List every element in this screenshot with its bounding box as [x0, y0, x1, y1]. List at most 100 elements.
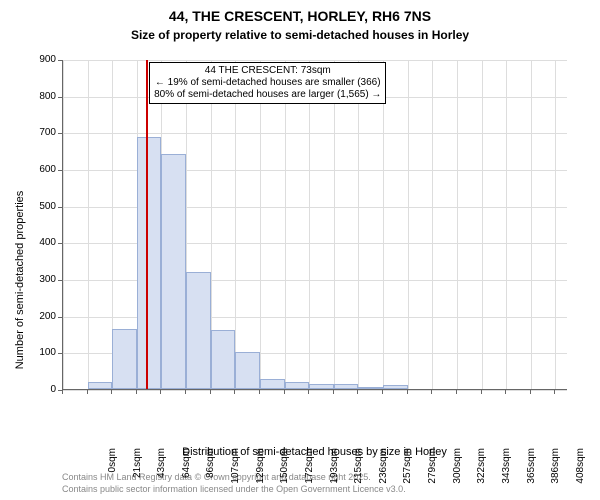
x-tick-label: 43sqm	[156, 448, 167, 498]
histogram-bar	[309, 384, 334, 389]
x-tick-label: 150sqm	[279, 448, 290, 498]
y-tick-mark	[58, 60, 62, 61]
x-tick-mark	[554, 390, 555, 394]
gridline-vertical	[235, 60, 236, 389]
x-tick-label: 172sqm	[304, 448, 315, 498]
x-tick-label: 236sqm	[378, 448, 389, 498]
x-tick-mark	[407, 390, 408, 394]
histogram-bar	[334, 384, 359, 389]
gridline-vertical	[531, 60, 532, 389]
gridline-horizontal	[63, 390, 567, 391]
gridline-vertical	[309, 60, 310, 389]
x-tick-mark	[185, 390, 186, 394]
x-tick-label: 193sqm	[329, 448, 340, 498]
x-tick-mark	[210, 390, 211, 394]
y-tick-label: 300	[26, 274, 56, 285]
x-tick-mark	[136, 390, 137, 394]
y-tick-label: 500	[26, 201, 56, 212]
annotation-line1: 44 THE CRESCENT: 73sqm	[154, 65, 381, 77]
histogram-bar	[358, 387, 383, 389]
histogram-bar	[88, 382, 113, 389]
gridline-vertical	[260, 60, 261, 389]
x-tick-mark	[481, 390, 482, 394]
histogram-bar	[186, 272, 211, 389]
y-tick-label: 100	[26, 347, 56, 358]
x-tick-mark	[431, 390, 432, 394]
y-tick-label: 900	[26, 54, 56, 65]
gridline-vertical	[63, 60, 64, 389]
gridline-vertical	[383, 60, 384, 389]
x-tick-label: 257sqm	[402, 448, 413, 498]
gridline-vertical	[334, 60, 335, 389]
y-tick-label: 800	[26, 91, 56, 102]
x-tick-mark	[62, 390, 63, 394]
plot-area: 44 THE CRESCENT: 73sqm← 19% of semi-deta…	[62, 60, 567, 390]
x-tick-label: 322sqm	[476, 448, 487, 498]
gridline-vertical	[457, 60, 458, 389]
gridline-vertical	[358, 60, 359, 389]
x-tick-mark	[382, 390, 383, 394]
x-tick-label: 386sqm	[550, 448, 561, 498]
x-tick-label: 64sqm	[181, 448, 192, 498]
x-tick-mark	[357, 390, 358, 394]
gridline-vertical	[408, 60, 409, 389]
histogram-bar	[161, 154, 186, 389]
x-tick-label: 343sqm	[501, 448, 512, 498]
gridline-horizontal	[63, 133, 567, 134]
histogram-bar	[211, 330, 236, 389]
x-tick-mark	[505, 390, 506, 394]
x-tick-label: 21sqm	[132, 448, 143, 498]
y-tick-label: 400	[26, 237, 56, 248]
histogram-bar	[260, 379, 285, 389]
annotation-line2: ← 19% of semi-detached houses are smalle…	[154, 77, 381, 89]
x-tick-mark	[111, 390, 112, 394]
x-tick-label: 365sqm	[526, 448, 537, 498]
gridline-vertical	[88, 60, 89, 389]
y-axis-label: Number of semi-detached properties	[14, 170, 26, 390]
chart-canvas: 44, THE CRESCENT, HORLEY, RH6 7NS Size o…	[0, 0, 600, 500]
y-tick-mark	[58, 317, 62, 318]
gridline-vertical	[432, 60, 433, 389]
x-tick-mark	[308, 390, 309, 394]
x-tick-label: 129sqm	[255, 448, 266, 498]
x-tick-mark	[333, 390, 334, 394]
x-tick-mark	[284, 390, 285, 394]
y-tick-mark	[58, 280, 62, 281]
chart-title-line1: 44, THE CRESCENT, HORLEY, RH6 7NS	[0, 8, 600, 24]
x-tick-mark	[456, 390, 457, 394]
gridline-horizontal	[63, 60, 567, 61]
y-tick-label: 600	[26, 164, 56, 175]
y-tick-label: 700	[26, 127, 56, 138]
annotation-line3: 80% of semi-detached houses are larger (…	[154, 89, 381, 101]
y-tick-mark	[58, 243, 62, 244]
histogram-bar	[235, 352, 260, 389]
y-tick-label: 200	[26, 311, 56, 322]
y-tick-mark	[58, 133, 62, 134]
x-tick-mark	[259, 390, 260, 394]
annotation-box: 44 THE CRESCENT: 73sqm← 19% of semi-deta…	[149, 62, 386, 104]
chart-title-line2: Size of property relative to semi-detach…	[0, 28, 600, 42]
x-tick-mark	[87, 390, 88, 394]
x-tick-mark	[160, 390, 161, 394]
histogram-bar	[137, 137, 162, 389]
x-tick-label: 86sqm	[205, 448, 216, 498]
x-tick-label: 300sqm	[452, 448, 463, 498]
x-tick-label: 408sqm	[575, 448, 586, 498]
y-tick-mark	[58, 353, 62, 354]
x-tick-mark	[234, 390, 235, 394]
y-tick-mark	[58, 97, 62, 98]
histogram-bar	[285, 382, 310, 389]
gridline-vertical	[482, 60, 483, 389]
x-tick-mark	[530, 390, 531, 394]
gridline-vertical	[506, 60, 507, 389]
reference-line	[146, 60, 148, 389]
histogram-bar	[112, 329, 137, 390]
gridline-vertical	[555, 60, 556, 389]
x-tick-label: 107sqm	[230, 448, 241, 498]
x-tick-label: 0sqm	[107, 448, 118, 498]
y-tick-label: 0	[26, 384, 56, 395]
x-tick-label: 215sqm	[353, 448, 364, 498]
y-tick-mark	[58, 170, 62, 171]
histogram-bar	[383, 385, 408, 389]
x-tick-label: 279sqm	[427, 448, 438, 498]
